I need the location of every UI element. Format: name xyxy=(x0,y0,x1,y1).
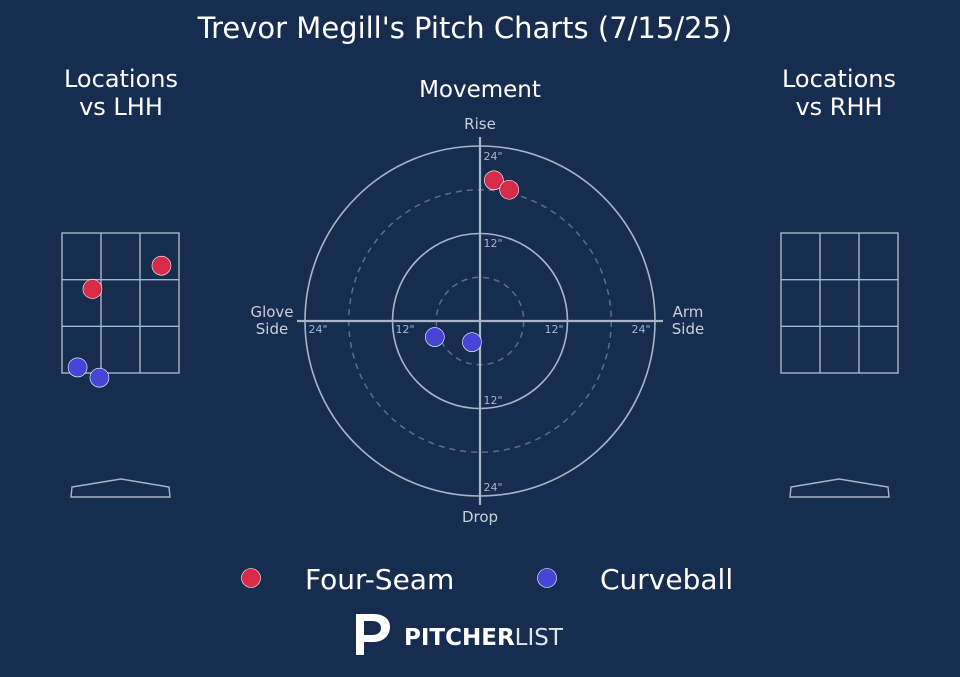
rhh-panel-title-line2: vs RHH xyxy=(795,93,882,121)
axis-label-rise: Rise xyxy=(464,115,496,133)
ring-label-right-12: 12" xyxy=(544,323,563,336)
pitcherlist-p-icon xyxy=(356,614,390,655)
ring-label-bottom-24: 24" xyxy=(483,481,502,494)
axis-label-drop: Drop xyxy=(462,508,498,526)
zone-outline xyxy=(780,232,899,374)
chart-title: Trevor Megill's Pitch Charts (7/15/25) xyxy=(197,11,733,45)
movement-point-four-seam xyxy=(499,179,519,200)
legend: Four-Seam Curveball xyxy=(241,563,733,596)
ring-label-bottom-12: 12" xyxy=(483,394,502,407)
lhh-panel-title-line2: vs LHH xyxy=(79,93,163,121)
pitch-point-lhh-four-seam xyxy=(82,279,103,299)
axis-label-arm-side-line2: Side xyxy=(672,320,704,338)
movement-point-curveball xyxy=(462,332,482,352)
home-plate-rhh xyxy=(789,478,890,498)
brand-name: PITCHERLIST xyxy=(404,625,564,651)
movement-grid xyxy=(297,137,663,505)
home-plate-lhh xyxy=(70,478,171,498)
movement-panel-title: Movement xyxy=(419,77,541,103)
pitch-point-lhh-curveball xyxy=(89,367,110,388)
pitch-point-lhh-four-seam xyxy=(151,255,172,276)
legend-marker-curveball xyxy=(537,568,557,588)
legend-label-curveball: Curveball xyxy=(600,563,733,596)
brand-name-bold: PITCHER xyxy=(404,625,515,651)
pitch-point-lhh-curveball xyxy=(67,357,88,378)
ring-label-right-24: 24" xyxy=(631,323,650,336)
axis-label-glove-side-line2: Side xyxy=(256,320,288,338)
axis-label-arm-side-line1: Arm xyxy=(673,303,704,321)
ring-label-left-12: 12" xyxy=(395,323,414,336)
pitch-points xyxy=(67,170,519,388)
zone-outline xyxy=(61,232,180,374)
ring-label-top-12: 12" xyxy=(483,237,502,250)
brand-name-light: LIST xyxy=(515,625,564,651)
strike-zone-rhh xyxy=(780,232,899,374)
legend-marker-four-seam xyxy=(241,568,261,588)
axis-label-glove-side-line1: Glove xyxy=(250,303,293,321)
ring-label-top-24: 24" xyxy=(483,150,502,163)
pitcherlist-logo: PITCHERLIST xyxy=(356,614,564,655)
rhh-panel-title-line1: Locations xyxy=(782,65,896,93)
lhh-panel-title-line1: Locations xyxy=(64,65,178,93)
legend-label-four-seam: Four-Seam xyxy=(305,563,454,596)
strike-zone-lhh xyxy=(61,232,180,374)
movement-point-curveball xyxy=(424,327,445,347)
movement-point-four-seam xyxy=(484,170,504,191)
ring-label-left-24: 24" xyxy=(308,323,327,336)
